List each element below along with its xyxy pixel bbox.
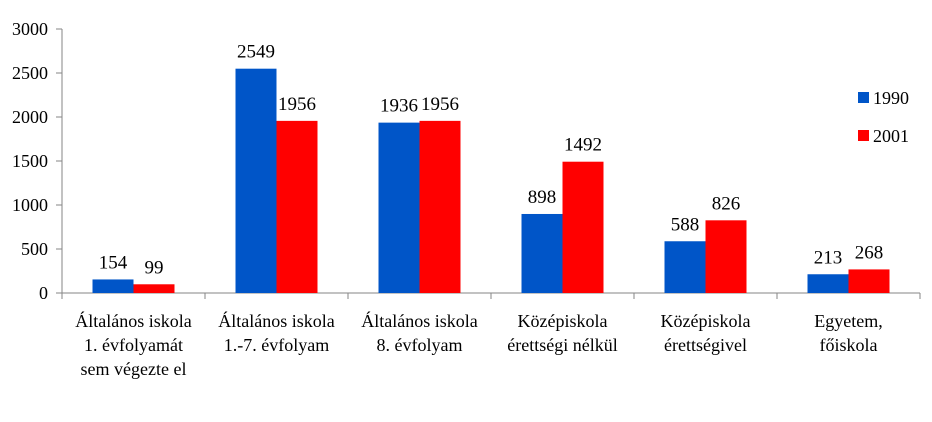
data-label-1990-0: 154 (99, 252, 128, 273)
bar-2001-1 (276, 120, 318, 293)
data-label-2001-2: 1956 (421, 94, 459, 115)
bar-2001-2 (419, 120, 461, 293)
x-category-label-line: érettségi nélkül (507, 335, 617, 355)
x-category-label-line: 8. évfolyam (377, 335, 463, 355)
bar-1990-2 (378, 122, 420, 293)
data-label-2001-5: 268 (855, 242, 884, 263)
x-category-label-line: Középiskola (661, 311, 751, 331)
x-category-label-line: Középiskola (518, 311, 608, 331)
x-category-label-line: sem végezte el (81, 359, 187, 379)
y-tick-label: 2500 (12, 63, 48, 83)
y-tick-label: 1000 (12, 195, 48, 215)
bar-2001-4 (705, 220, 747, 293)
y-tick-label: 2000 (12, 107, 48, 127)
x-category-label: Egyetem, főiskola (814, 311, 882, 355)
data-label-1990-1: 2549 (237, 42, 275, 63)
x-category-label-line: Egyetem, (814, 311, 882, 331)
x-category-label-line: Általános iskola (218, 310, 334, 331)
y-axis: 0 500 1000 1500 2000 2500 3000 (12, 19, 63, 303)
bar-2001-5 (848, 269, 890, 293)
x-category-label: Általános iskola 1. évfolyamát sem végezte… (75, 310, 191, 379)
x-category-label-line: 1.-7. évfolyam (224, 335, 329, 355)
data-label-1990-4: 588 (671, 214, 700, 235)
bars (92, 68, 890, 293)
legend-label-1990: 1990 (873, 88, 909, 108)
legend-swatch-1990 (858, 92, 869, 103)
data-label-2001-4: 826 (712, 193, 741, 214)
legend: 1990 2001 (858, 88, 909, 146)
data-label-2001-3: 1492 (564, 135, 602, 156)
x-axis: Általános iskola 1. évfolyamát sem végezte… (61, 292, 921, 379)
x-category-label: Általános iskola 8. évfolyam (361, 310, 477, 355)
x-category-label: Általános iskola 1.-7. évfolyam (218, 310, 334, 355)
data-label-1990-5: 213 (814, 247, 843, 268)
data-label-1990-2: 1936 (380, 96, 418, 117)
x-category-label: Középiskola érettségi nélkül (507, 311, 617, 355)
data-labels: 154 2549 1936 898 588 213 99 1956 1956 1492 826 268 (99, 42, 884, 279)
bar-1990-1 (235, 68, 277, 293)
bar-2001-3 (562, 161, 604, 293)
bar-2001-0 (133, 284, 175, 293)
x-category-label-line: főiskola (820, 335, 878, 355)
bar-1990-4 (664, 241, 706, 293)
y-tick-label: 500 (21, 239, 48, 259)
y-tick-label: 1500 (12, 151, 48, 171)
legend-swatch-2001 (858, 130, 869, 141)
data-label-1990-3: 898 (528, 187, 557, 208)
x-category-label: Középiskola érettségivel (661, 311, 751, 355)
legend-label-2001: 2001 (873, 126, 909, 146)
x-category-label-line: Általános iskola (75, 310, 191, 331)
x-category-label-line: 1. évfolyamát (84, 335, 183, 355)
data-label-2001-1: 1956 (278, 94, 316, 115)
y-tick-label: 0 (39, 283, 48, 303)
y-tick-label: 3000 (12, 19, 48, 39)
x-category-label-line: érettségivel (664, 335, 747, 355)
bar-1990-3 (521, 213, 563, 293)
bar-1990-5 (807, 274, 849, 293)
bar-1990-0 (92, 279, 134, 293)
x-category-label-line: Általános iskola (361, 310, 477, 331)
data-label-2001-0: 99 (145, 257, 164, 278)
